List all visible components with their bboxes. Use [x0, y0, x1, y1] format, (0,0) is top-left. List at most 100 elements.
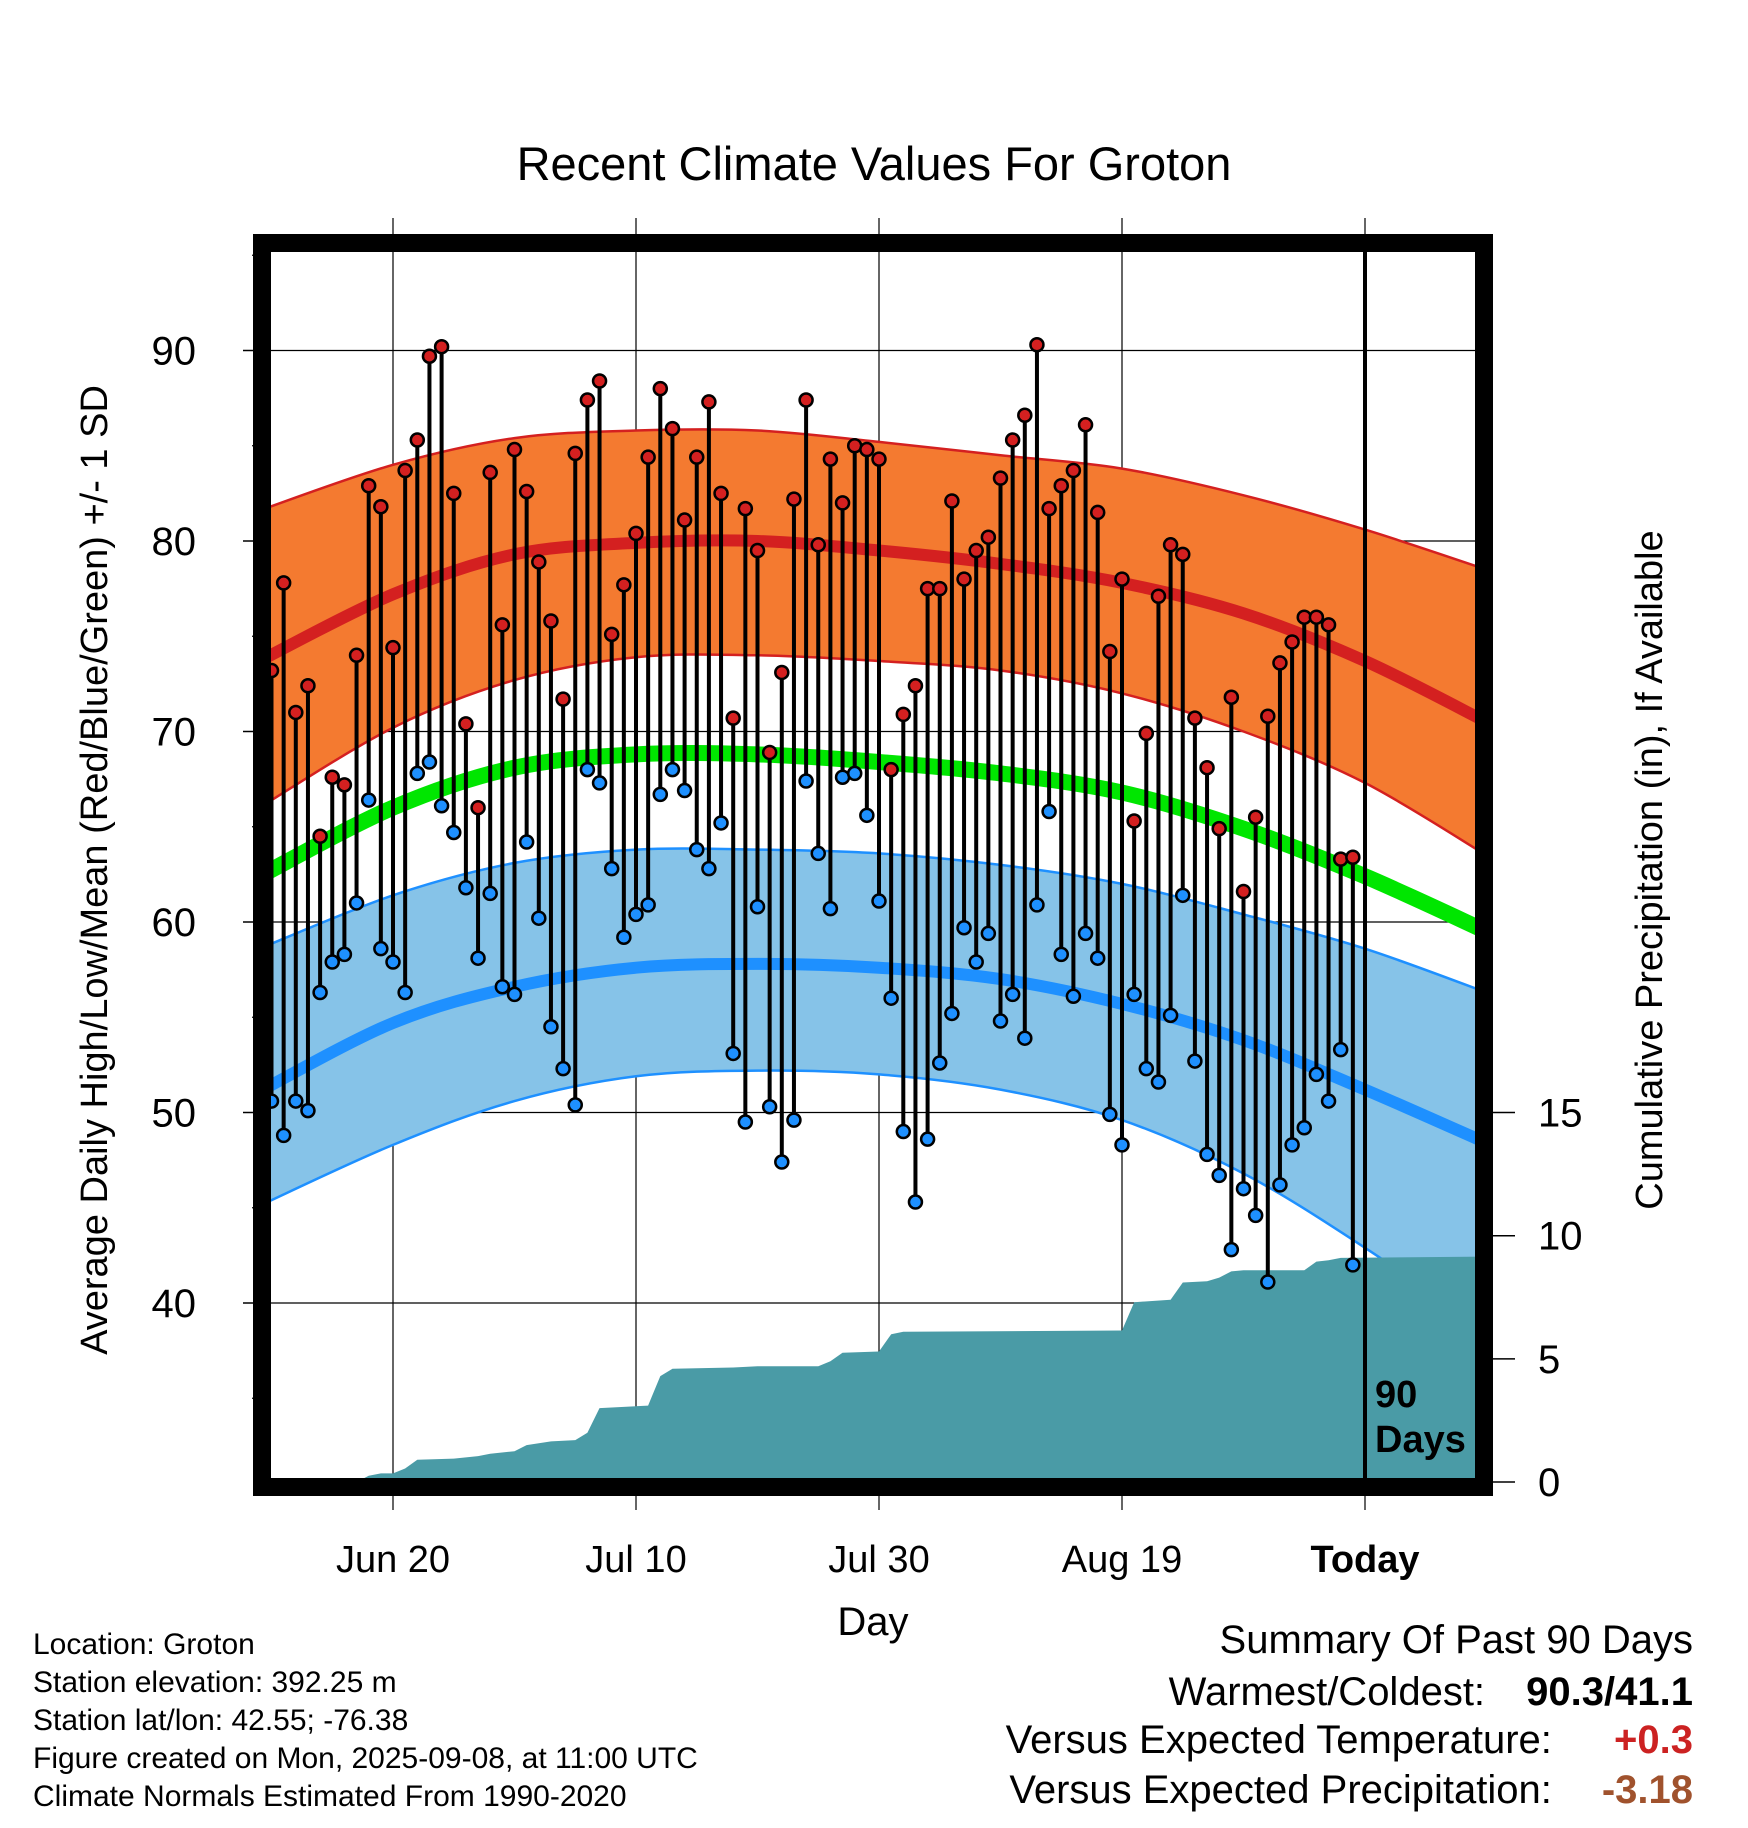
daily-high-point-17: [470, 799, 486, 816]
x-tick-label-1: Jul 10: [585, 1539, 686, 1581]
daily-high-point-11: [397, 462, 413, 479]
daily-low-point-86: [1308, 1066, 1325, 1083]
summary-precip-row: Versus Expected Precipitation: -3.18: [1009, 1768, 1693, 1813]
daily-low-point-2: [288, 1093, 304, 1109]
daily-high-point-18: [482, 464, 498, 481]
daily-high-point-68: [1089, 504, 1106, 521]
climate-normals-period: Climate Normals Estimated From 1990-2020: [33, 1780, 627, 1813]
daily-high-point-74: [1162, 537, 1179, 553]
x-tick-label-4: Today: [1310, 1539, 1419, 1581]
x-tick-label-0: Jun 20: [336, 1539, 450, 1581]
summary-warmest-coldest-row: Warmest/Coldest: 90.3/41.1: [1169, 1670, 1693, 1715]
daily-high-point-89: [1345, 849, 1361, 865]
daily-high-point-78: [1211, 820, 1227, 837]
daily-high-point-57: [956, 571, 972, 587]
daily-low-point-74: [1162, 1007, 1179, 1024]
daily-high-point-25: [567, 445, 583, 462]
daily-low-point-84: [1284, 1137, 1300, 1153]
low-sd-band: [262, 847, 1483, 1331]
daily-low-point-76: [1187, 1053, 1203, 1069]
y-axis-label-right: Cumulative Precipitation (in), If Availa…: [1629, 530, 1671, 1209]
summary-warmest-coldest-value: 90.3/41.1: [1526, 1670, 1693, 1714]
plot-frame: [253, 234, 1493, 1496]
station-latlon: Station lat/lon: 42.55; -76.38: [33, 1704, 409, 1737]
daily-high-point-53: [907, 678, 924, 694]
y-tick-label-left-3: 70: [152, 711, 197, 755]
daily-low-point-1: [275, 1127, 292, 1144]
daily-high-point-84: [1284, 634, 1300, 650]
daily-low-point-17: [470, 950, 486, 966]
daily-low-point-19: [494, 979, 511, 995]
daily-low-point-16: [458, 879, 474, 896]
y-tick-label-left-1: 50: [152, 1092, 197, 1136]
daily-low-point-12: [409, 765, 426, 782]
daily-high-point-10: [385, 639, 401, 656]
plot-frame-group: [253, 234, 1493, 1496]
daily-high-point-32: [652, 380, 669, 397]
daily-low-point-69: [1102, 1106, 1118, 1123]
precip-area: [360, 1256, 1483, 1480]
daily-low-point-59: [980, 925, 997, 942]
daily-low-point-11: [397, 984, 413, 1001]
x-tick-label-2: Jul 30: [828, 1539, 929, 1581]
daily-high-point-63: [1029, 337, 1045, 353]
daily-high-point-23: [543, 613, 559, 629]
daily-low-point-61: [1004, 986, 1021, 1003]
daily-high-point-45: [810, 537, 826, 553]
daily-low-point-58: [968, 954, 984, 970]
daily-low-point-51: [883, 990, 899, 1006]
daily-low-point-37: [713, 815, 729, 831]
daily-low-point-63: [1029, 897, 1045, 913]
daily-high-point-1: [275, 575, 292, 591]
y-tick-label-left-2: 60: [152, 901, 197, 945]
daily-values: [263, 337, 1361, 1290]
axes: 40 50 60 70 80 90 0 5 10 15 Jun 20 Jul 10 Jul 30 Aug …: [152, 254, 1583, 1581]
daily-low-point-25: [567, 1097, 583, 1113]
daily-low-point-32: [652, 786, 669, 803]
daily-low-point-33: [664, 761, 681, 778]
daily-high-point-55: [932, 580, 948, 597]
daily-low-point-34: [676, 782, 693, 799]
daily-low-point-23: [543, 1019, 559, 1035]
daily-high-point-61: [1004, 432, 1021, 448]
precip-area-group: [360, 1256, 1483, 1480]
daily-low-point-52: [895, 1123, 912, 1140]
daily-low-point-7: [348, 895, 365, 911]
daily-high-point-76: [1187, 710, 1203, 726]
daily-high-point-72: [1138, 725, 1155, 742]
daily-high-point-47: [834, 495, 851, 511]
daily-high-point-51: [883, 761, 899, 778]
daily-high-point-58: [968, 542, 984, 559]
daily-high-point-42: [774, 664, 790, 681]
daily-high-point-13: [421, 348, 438, 364]
daily-low-point-4: [312, 984, 328, 1001]
daily-low-point-87: [1320, 1093, 1337, 1109]
daily-low-point-48: [846, 765, 863, 782]
daily-high-point-81: [1247, 809, 1264, 825]
daily-low-point-26: [579, 761, 596, 778]
daily-low-point-29: [616, 929, 632, 945]
daily-low-point-68: [1089, 950, 1106, 966]
chart-title: Recent Climate Values For Groton: [517, 137, 1232, 190]
daily-low-point-14: [433, 798, 450, 814]
daily-low-point-35: [689, 841, 705, 858]
daily-high-point-35: [689, 449, 705, 465]
daily-high-point-44: [798, 392, 814, 408]
daily-low-point-60: [992, 1013, 1009, 1029]
daily-low-point-49: [859, 807, 875, 824]
daily-low-point-21: [518, 834, 535, 850]
daily-high-point-33: [664, 420, 681, 437]
daily-high-point-31: [640, 449, 656, 465]
daily-low-point-41: [761, 1099, 778, 1115]
daily-low-point-81: [1247, 1207, 1264, 1224]
daily-high-point-73: [1150, 588, 1167, 604]
daily-high-point-37: [713, 485, 729, 502]
daily-high-point-21: [518, 483, 535, 500]
daily-low-point-46: [822, 900, 839, 917]
daily-low-point-78: [1211, 1167, 1227, 1184]
daily-high-point-69: [1102, 643, 1118, 660]
daily-high-point-87: [1320, 617, 1337, 633]
daily-high-point-9: [373, 498, 389, 515]
daily-low-point-6: [336, 946, 353, 963]
